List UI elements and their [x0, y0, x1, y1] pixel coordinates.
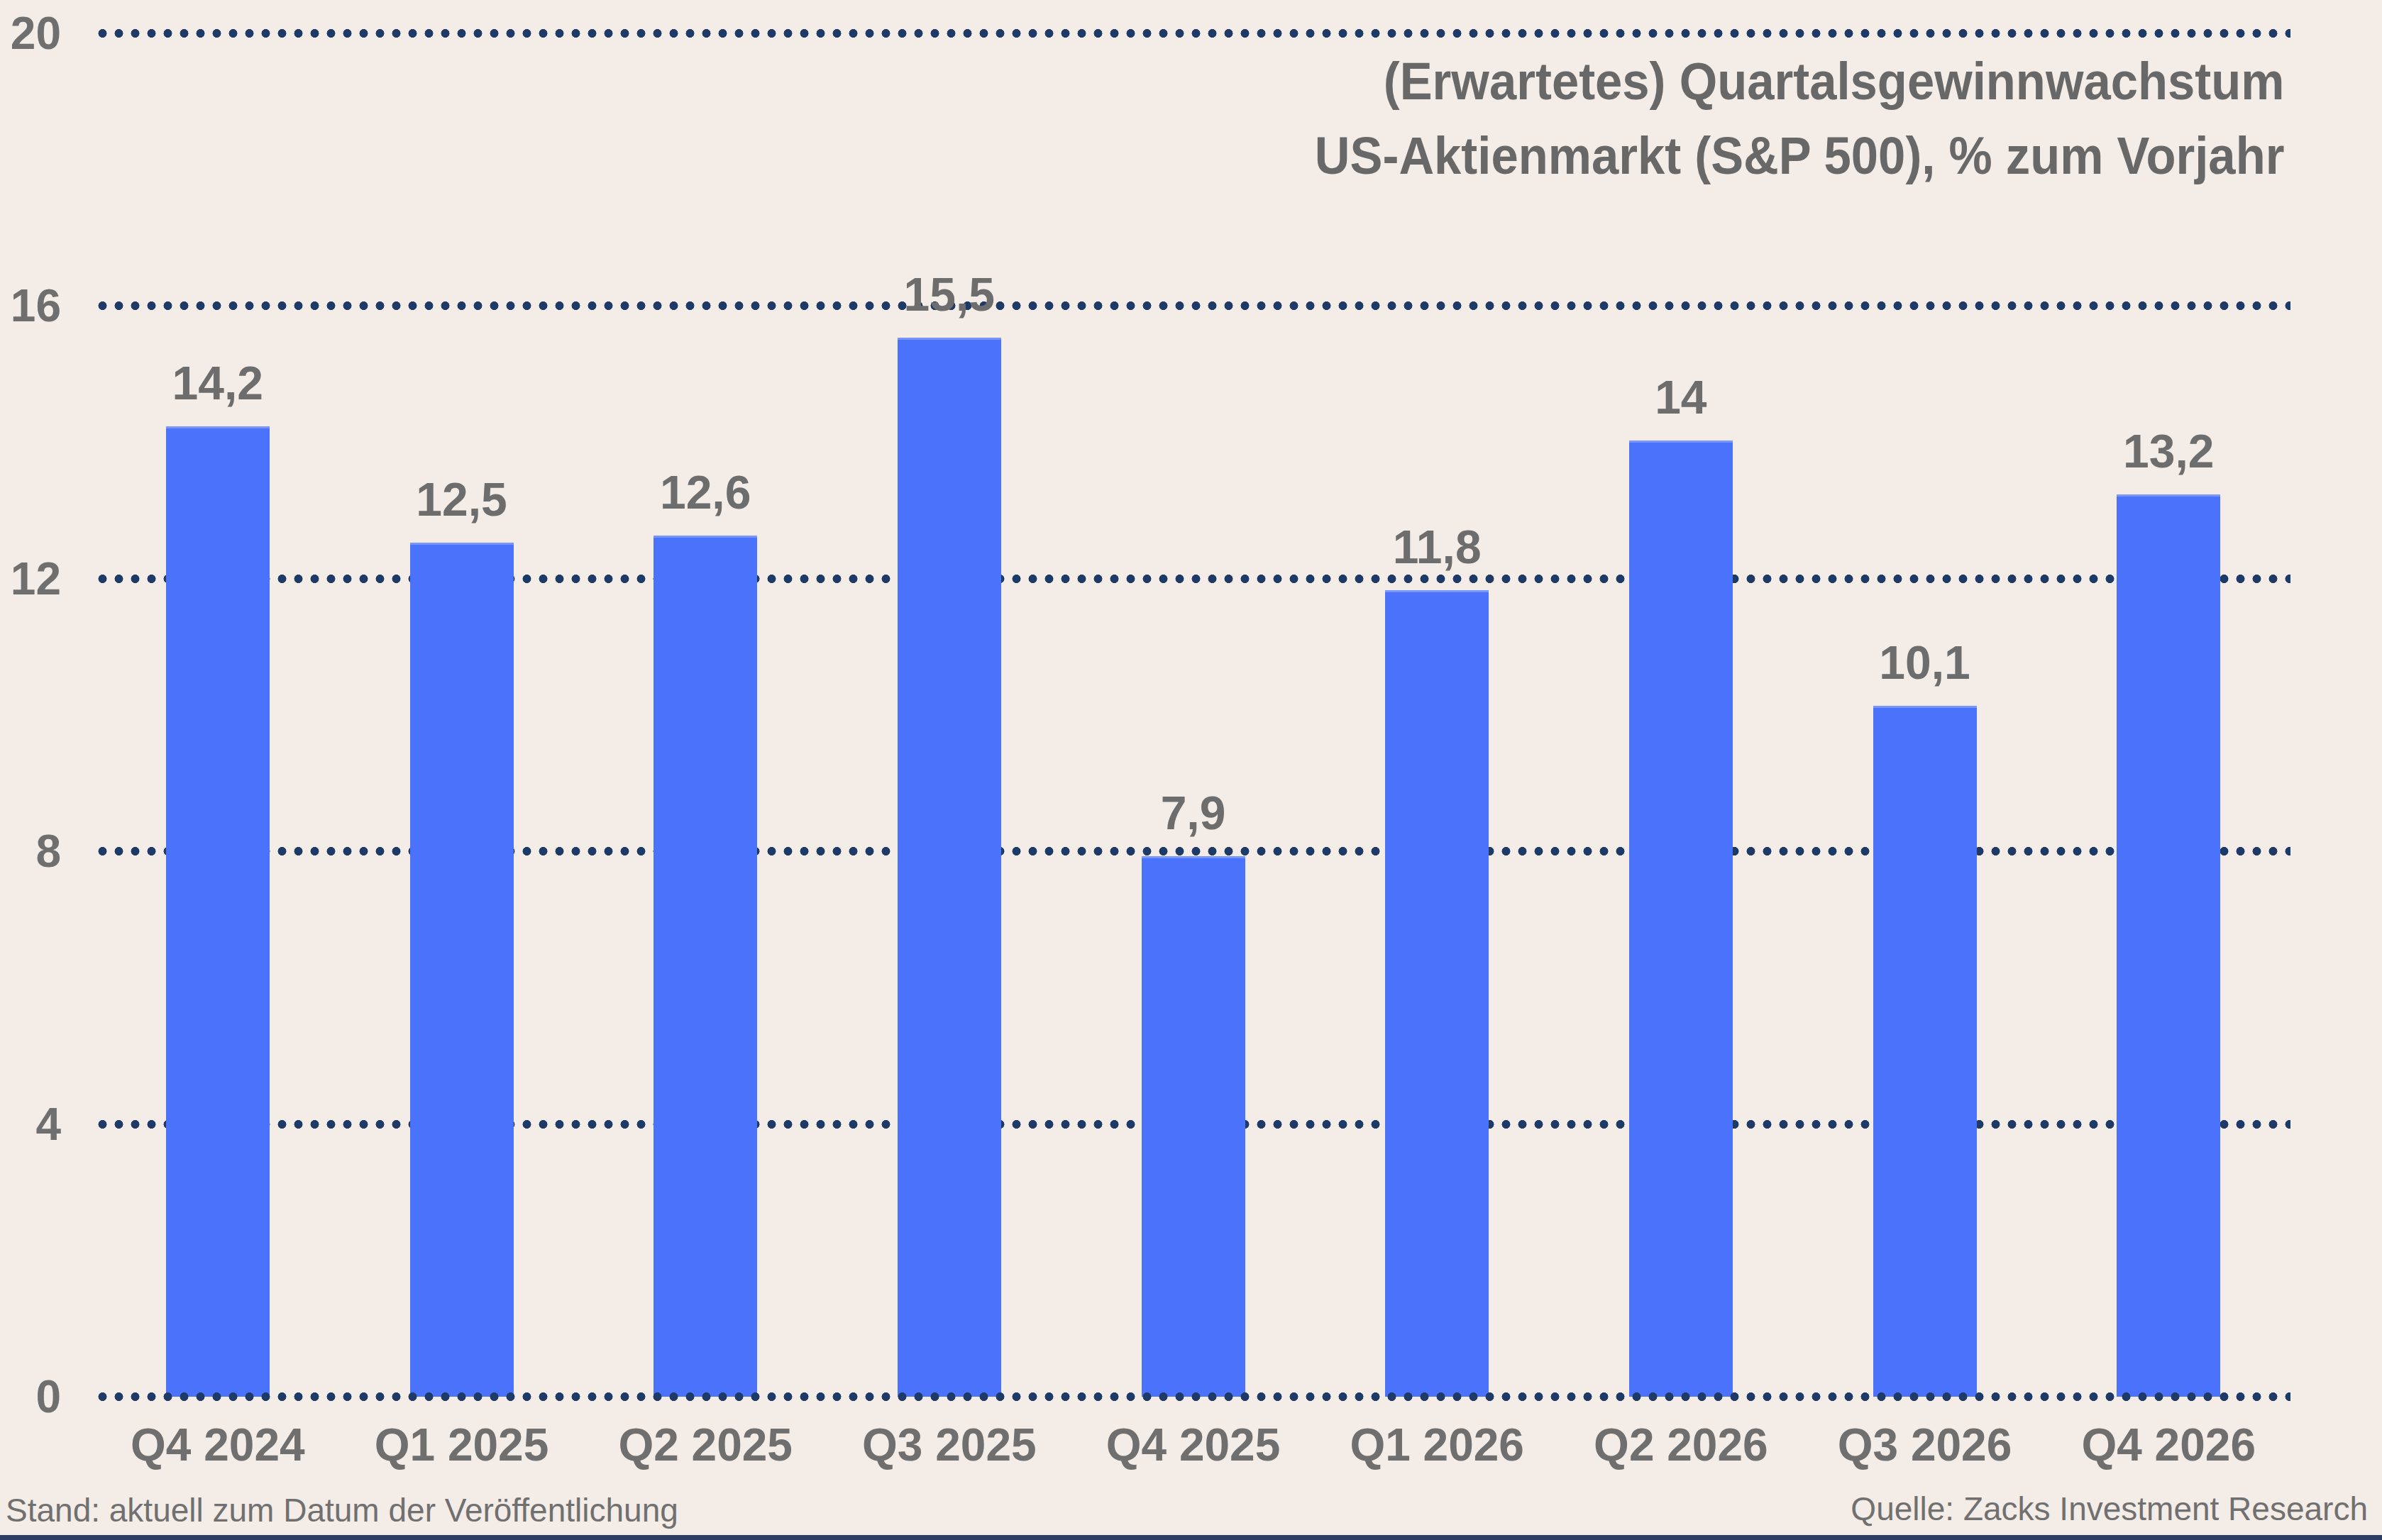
bottom-rule: [0, 1535, 2382, 1540]
y-tick-label-8: 8: [0, 824, 61, 878]
bar-cell-q3-2025: 15,5: [827, 33, 1071, 1397]
x-tick-label-q4-2024: Q4 2024: [96, 1419, 340, 1471]
bar-q2-2026: [1629, 441, 1733, 1397]
bar-cell-q2-2025: 12,6: [583, 33, 827, 1397]
bar-cell-q1-2025: 12,5: [340, 33, 584, 1397]
bar-cell-q4-2024: 14,2: [96, 33, 340, 1397]
bar-value-label: 12,5: [340, 472, 584, 526]
x-tick-label-q2-2026: Q2 2026: [1559, 1419, 1803, 1471]
bar-q4-2026: [2117, 494, 2220, 1397]
bars-plot-area: 14,2 12,512,6 15,5 7,9 11,8 14 10,1 13,2: [96, 33, 2290, 1397]
x-tick-label-q3-2026: Q3 2026: [1803, 1419, 2047, 1471]
x-tick-label-q4-2025: Q4 2025: [1071, 1419, 1316, 1471]
bar-cell-q3-2026: 10,1: [1803, 33, 2047, 1397]
bar-value-label: 10,1: [1803, 636, 2047, 689]
bar-value-label: 12,6: [583, 465, 827, 519]
y-tick-label-0: 0: [0, 1370, 61, 1424]
bar-value-label: 14,2: [96, 356, 340, 410]
bar-cell-q4-2025: 7,9: [1071, 33, 1316, 1397]
y-tick-label-4: 4: [0, 1097, 61, 1151]
bar-q2-2025: [654, 536, 757, 1397]
chart-canvas: (Erwartetes) Quartalsgewinnwachstum US-A…: [0, 0, 2382, 1540]
x-tick-label-q1-2025: Q1 2025: [340, 1419, 584, 1471]
x-tick-label-q1-2026: Q1 2026: [1315, 1419, 1559, 1471]
bar-value-label: 15,5: [827, 267, 1071, 321]
bar-q4-2024: [166, 426, 270, 1397]
bar-q3-2025: [898, 338, 1001, 1397]
gridline-y0: [94, 1392, 2290, 1402]
bar-cell-q2-2026: 14: [1559, 33, 1803, 1397]
x-tick-label-q2-2025: Q2 2025: [583, 1419, 827, 1471]
x-tick-label-q3-2025: Q3 2025: [827, 1419, 1071, 1471]
y-tick-label-12: 12: [0, 552, 61, 606]
bar-q1-2025: [410, 543, 514, 1397]
bar-value-label: 14: [1559, 370, 1803, 424]
x-axis-labels: Q4 2024Q1 2025Q2 2025Q3 2025Q4 2025Q1 20…: [96, 1419, 2290, 1471]
bar-cell-q1-2026: 11,8: [1315, 33, 1559, 1397]
bar-value-label: 13,2: [2046, 424, 2290, 478]
bar-q3-2026: [1873, 706, 1977, 1397]
status-note: Stand: aktuell zum Datum der Veröffentli…: [6, 1491, 678, 1529]
bar-q4-2025: [1142, 856, 1245, 1397]
y-tick-label-16: 16: [0, 279, 61, 333]
bar-value-label: 7,9: [1071, 786, 1316, 840]
x-tick-label-q4-2026: Q4 2026: [2046, 1419, 2290, 1471]
bar-q1-2026: [1385, 590, 1489, 1397]
bar-cell-q4-2026: 13,2: [2046, 33, 2290, 1397]
bar-value-label: 11,8: [1315, 520, 1559, 574]
source-note: Quelle: Zacks Investment Research: [1851, 1490, 2368, 1528]
y-tick-label-20: 20: [0, 6, 61, 60]
